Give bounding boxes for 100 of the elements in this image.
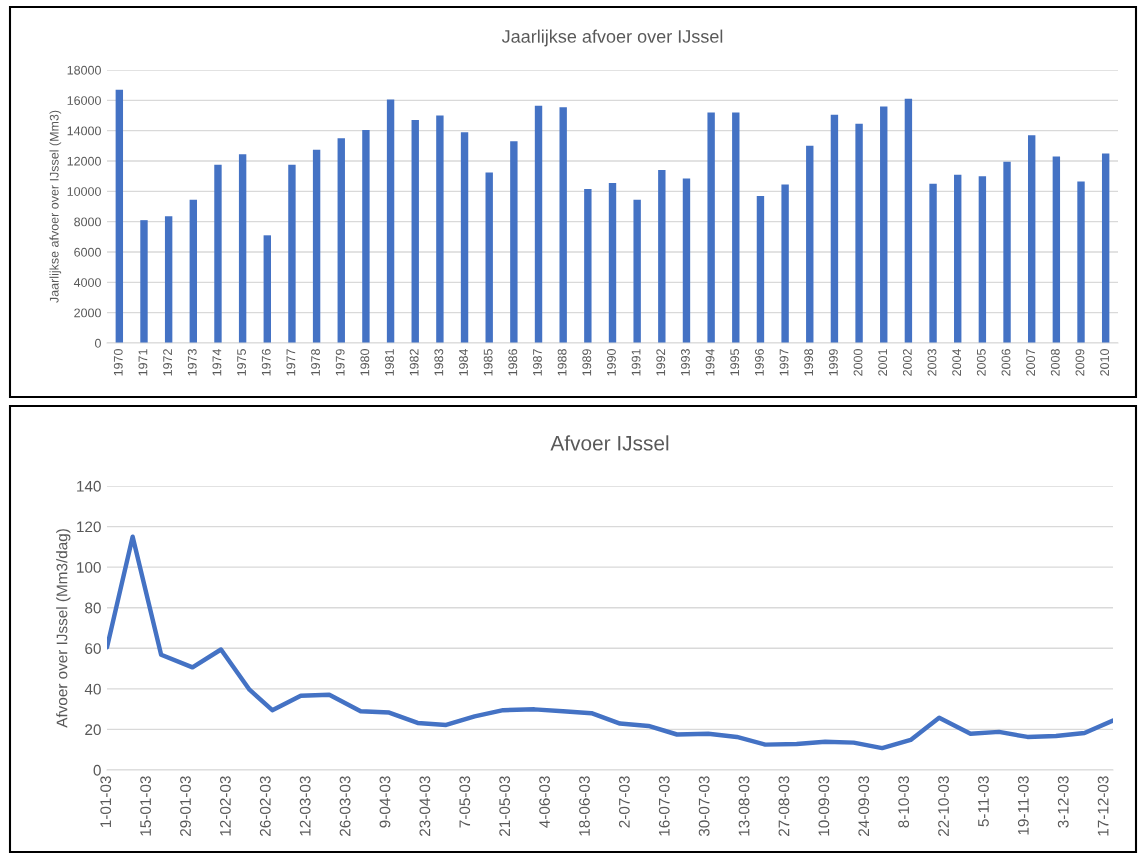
x-tick-label: 1994: [705, 348, 715, 376]
bar: [904, 98, 913, 343]
x-tick-label: 1974: [212, 348, 222, 376]
y-tick-label: 120: [77, 521, 101, 533]
x-tick-label: 2-07-03: [618, 776, 630, 828]
x-tick-label: 3-12-03: [1057, 776, 1069, 828]
x-tick-label: 2003: [927, 349, 937, 376]
bar: [140, 220, 148, 343]
x-tick-label: 1998: [804, 349, 814, 376]
bar: [658, 170, 666, 343]
x-tick-label: 1996: [754, 349, 764, 376]
bar: [1052, 156, 1061, 343]
chart-title: Jaarlijkse afvoer over IJssel: [501, 29, 723, 47]
bar: [1077, 181, 1085, 343]
bar: [806, 145, 814, 343]
x-tick-label: 1995: [730, 349, 740, 376]
y-tick-label: 12000: [67, 156, 101, 166]
y-axis-title: Jaarlijkse afvoer over IJssel (Mm3): [49, 110, 62, 303]
y-tick-label: 14000: [67, 126, 101, 136]
x-tick-label: 2005: [976, 349, 986, 376]
x-tick-label: 1980: [360, 349, 370, 376]
x-tick-label: 30-07-03: [698, 776, 710, 837]
x-tick-label: 1972: [163, 349, 172, 376]
y-tick-label: 60: [85, 643, 101, 654]
bar: [584, 189, 592, 343]
x-tick-label: 12-03-03: [299, 776, 311, 836]
bar: [978, 176, 987, 343]
x-tick-label: 2001: [878, 349, 888, 376]
y-tick-label: 2000: [74, 308, 101, 318]
bar: [707, 112, 715, 343]
x-tick-label: 17-12-03: [1097, 776, 1109, 836]
bar: [929, 183, 937, 343]
x-tick-label: 22-10-03: [938, 776, 949, 836]
x-tick-label: 29-01-03: [180, 776, 191, 836]
x-tick-label: 2007: [1026, 349, 1036, 376]
bar: [189, 199, 197, 343]
x-tick-label: 5-11-03: [978, 776, 989, 827]
bar: [288, 164, 296, 343]
x-tick-label: 18-06-03: [579, 776, 590, 836]
x-tick-label: 1975: [237, 349, 246, 376]
bar: [263, 235, 271, 343]
x-tick-label: 7-05-03: [459, 776, 471, 828]
bar: [238, 154, 247, 343]
y-axis-title: Afvoer over IJssel (Mm3/dag): [56, 529, 71, 728]
bar: [1028, 135, 1036, 343]
x-tick-label: 1989: [582, 349, 592, 376]
x-tick-label: 2010: [1100, 349, 1110, 376]
y-tick-label: 6000: [74, 247, 101, 257]
x-tick-label: 1983: [434, 349, 444, 376]
y-tick-label: 40: [84, 683, 101, 695]
x-tick-label: 24-09-03: [858, 776, 870, 836]
bar: [534, 105, 543, 343]
x-tick-label: 1978: [311, 349, 320, 376]
x-tick-label: 1985: [483, 349, 493, 376]
x-tick-label: 1971: [138, 349, 148, 376]
x-tick-label: 1984: [459, 348, 468, 376]
x-tick-label: 1986: [508, 349, 518, 376]
x-tick-label: 23-04-03: [419, 776, 431, 836]
bar: [337, 138, 345, 343]
x-tick-label: 1-01-03: [100, 776, 112, 828]
x-tick-label: 2000: [853, 349, 863, 376]
bar: [880, 106, 888, 343]
bar: [830, 114, 839, 343]
x-tick-label: 16-07-03: [658, 776, 670, 836]
bar: [460, 132, 469, 343]
x-tick-label: 2008: [1050, 349, 1060, 376]
bar: [164, 216, 173, 343]
bar: [633, 199, 641, 343]
bar: [115, 89, 124, 343]
bar: [411, 120, 419, 343]
x-tick-label: 26-02-03: [259, 776, 271, 836]
bar: [756, 195, 765, 343]
x-tick-label: 1987: [533, 349, 542, 376]
x-tick-label: 1993: [680, 349, 690, 376]
x-tick-label: 1997: [779, 349, 789, 376]
x-tick-label: 21-05-03: [499, 776, 511, 836]
y-tick-label: 20: [85, 724, 101, 736]
bar: [214, 164, 222, 343]
x-tick-label: 2004: [952, 348, 962, 376]
line-series: [107, 534, 1113, 751]
x-tick-label: 1977: [286, 349, 296, 376]
x-tick-label: 2002: [902, 349, 912, 376]
x-tick-label: 9-04-03: [379, 776, 391, 828]
x-tick-label: 1999: [828, 349, 838, 376]
x-tick-label: 1976: [261, 349, 271, 376]
bar: [954, 174, 962, 343]
x-tick-label: 1970: [113, 349, 123, 376]
x-tick-label: 2009: [1075, 349, 1085, 376]
y-tick-label: 140: [77, 480, 101, 492]
x-tick-label: 1990: [607, 349, 616, 376]
bar: [559, 107, 567, 343]
x-tick-label: 8-10-03: [898, 776, 910, 828]
x-tick-label: 12-02-03: [219, 776, 231, 836]
x-tick-label: 26-03-03: [339, 776, 351, 836]
bar: [1003, 161, 1011, 343]
chart-title: Afvoer IJssel: [550, 435, 669, 451]
x-tick-label: 19-11-03: [1017, 776, 1029, 835]
bar: [1101, 153, 1110, 343]
x-tick-label: 2006: [1001, 349, 1011, 376]
bar: [608, 182, 617, 343]
